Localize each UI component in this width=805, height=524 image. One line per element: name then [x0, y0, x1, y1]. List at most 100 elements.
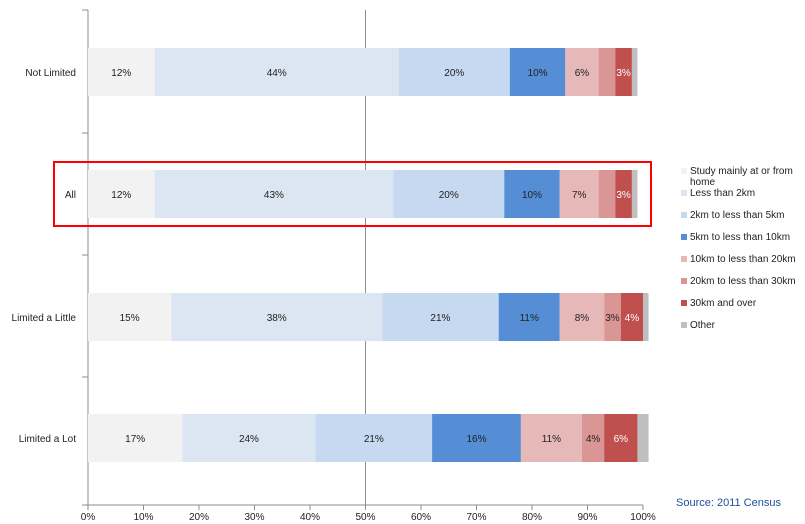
data-label: 11% — [520, 313, 539, 324]
data-label: 17% — [125, 434, 145, 445]
data-label: 43% — [264, 190, 284, 201]
bar-segment — [631, 48, 638, 96]
bar-segment — [520, 414, 582, 462]
data-label: 6% — [614, 434, 629, 445]
legend-label: Other — [690, 320, 716, 331]
data-label: 16% — [466, 434, 486, 445]
highlight-box — [53, 161, 652, 227]
legend-swatch — [681, 234, 687, 240]
data-label: 4% — [625, 313, 640, 324]
bar-segment — [565, 48, 599, 96]
category-label: Limited a Lot — [19, 434, 76, 445]
bar-segment — [88, 414, 183, 462]
x-tick-label: 0% — [81, 512, 96, 523]
legend-label: Study mainly at or from home — [690, 166, 793, 188]
legend-item: 10km to less than 20km — [681, 254, 805, 265]
category-label: Limited a Little — [12, 313, 77, 324]
data-label: 12% — [111, 68, 131, 79]
data-label: 21% — [430, 313, 450, 324]
bar-segment — [88, 170, 155, 218]
x-tick-label: 30% — [244, 512, 264, 523]
legend-label: 20km to less than 30km — [690, 276, 796, 287]
data-label: 7% — [572, 190, 587, 201]
bar-segment — [432, 414, 521, 462]
bar-segment — [154, 170, 394, 218]
x-tick-label: 90% — [577, 512, 597, 523]
bar-segment — [182, 414, 316, 462]
bar-segment — [88, 293, 172, 341]
legend-label: 5km to less than 10km — [690, 232, 791, 243]
x-tick-label: 80% — [522, 512, 542, 523]
bar-segment — [393, 170, 505, 218]
source-note: Source: 2011 Census — [676, 497, 781, 509]
x-tick-label: 70% — [466, 512, 486, 523]
data-label: 8% — [575, 313, 590, 324]
legend-swatch — [681, 168, 687, 174]
bar-segment — [382, 293, 499, 341]
data-label: 11% — [542, 434, 561, 445]
bar-segment — [559, 293, 605, 341]
legend-label: 30km and over — [690, 298, 757, 309]
x-tick-label: 10% — [133, 512, 153, 523]
legend-item: 30km and over — [681, 298, 805, 309]
data-label: 20% — [444, 68, 464, 79]
legend-label: 10km to less than 20km — [690, 254, 796, 265]
bar-segment — [171, 293, 383, 341]
data-label: 24% — [239, 434, 259, 445]
legend-swatch — [681, 278, 687, 284]
x-tick-label: 40% — [300, 512, 320, 523]
data-label: 10% — [528, 68, 548, 79]
data-label: 4% — [586, 434, 601, 445]
bar-segment — [398, 48, 510, 96]
legend-swatch — [681, 190, 687, 196]
legend-item: 20km to less than 30km — [681, 276, 805, 287]
data-label: 3% — [616, 68, 631, 79]
bar-segment — [559, 170, 599, 218]
legend-swatch — [681, 322, 687, 328]
bar-segment — [620, 293, 643, 341]
data-label: 12% — [111, 190, 131, 201]
legend-item: Study mainly at or from home — [681, 166, 805, 188]
data-label: 44% — [267, 68, 287, 79]
bar-segment — [154, 48, 399, 96]
x-tick-label: 60% — [411, 512, 431, 523]
bar-segment — [615, 48, 632, 96]
data-label: 15% — [120, 313, 140, 324]
bar-segment — [637, 414, 649, 462]
chart-legend: Study mainly at or from home Less than 2k… — [681, 166, 805, 331]
bar-segment — [631, 170, 638, 218]
bar-segment — [604, 414, 638, 462]
x-tick-label: 20% — [189, 512, 209, 523]
data-label: 6% — [575, 68, 590, 79]
data-label: 10% — [522, 190, 542, 201]
bar-segment — [504, 170, 560, 218]
bar-segment — [498, 293, 560, 341]
bar-segment — [315, 414, 433, 462]
x-tick-label: 100% — [630, 512, 656, 523]
legend-swatch — [681, 212, 687, 218]
bar-segment — [598, 48, 616, 96]
legend-item: Other — [681, 320, 805, 331]
data-label: 21% — [364, 434, 384, 445]
bar-segment — [643, 293, 649, 341]
data-label: 3% — [605, 313, 620, 324]
category-label: All — [65, 190, 76, 201]
bar-segment — [615, 170, 632, 218]
bar-segment — [509, 48, 566, 96]
legend-label: Less than 2km — [690, 188, 756, 199]
legend-swatch — [681, 256, 687, 262]
data-label: 3% — [616, 190, 631, 201]
legend-swatch — [681, 300, 687, 306]
category-label: Not Limited — [25, 68, 76, 79]
bar-segment — [604, 293, 621, 341]
bar-segment — [598, 170, 616, 218]
bar-segment — [88, 48, 155, 96]
x-tick-label: 50% — [355, 512, 375, 523]
bar-segment — [581, 414, 605, 462]
legend-item: 2km to less than 5km — [681, 210, 805, 221]
legend-item: 5km to less than 10km — [681, 232, 805, 243]
data-label: 20% — [439, 190, 459, 201]
data-label: 38% — [267, 313, 287, 324]
legend-item: Less than 2km — [681, 188, 805, 199]
